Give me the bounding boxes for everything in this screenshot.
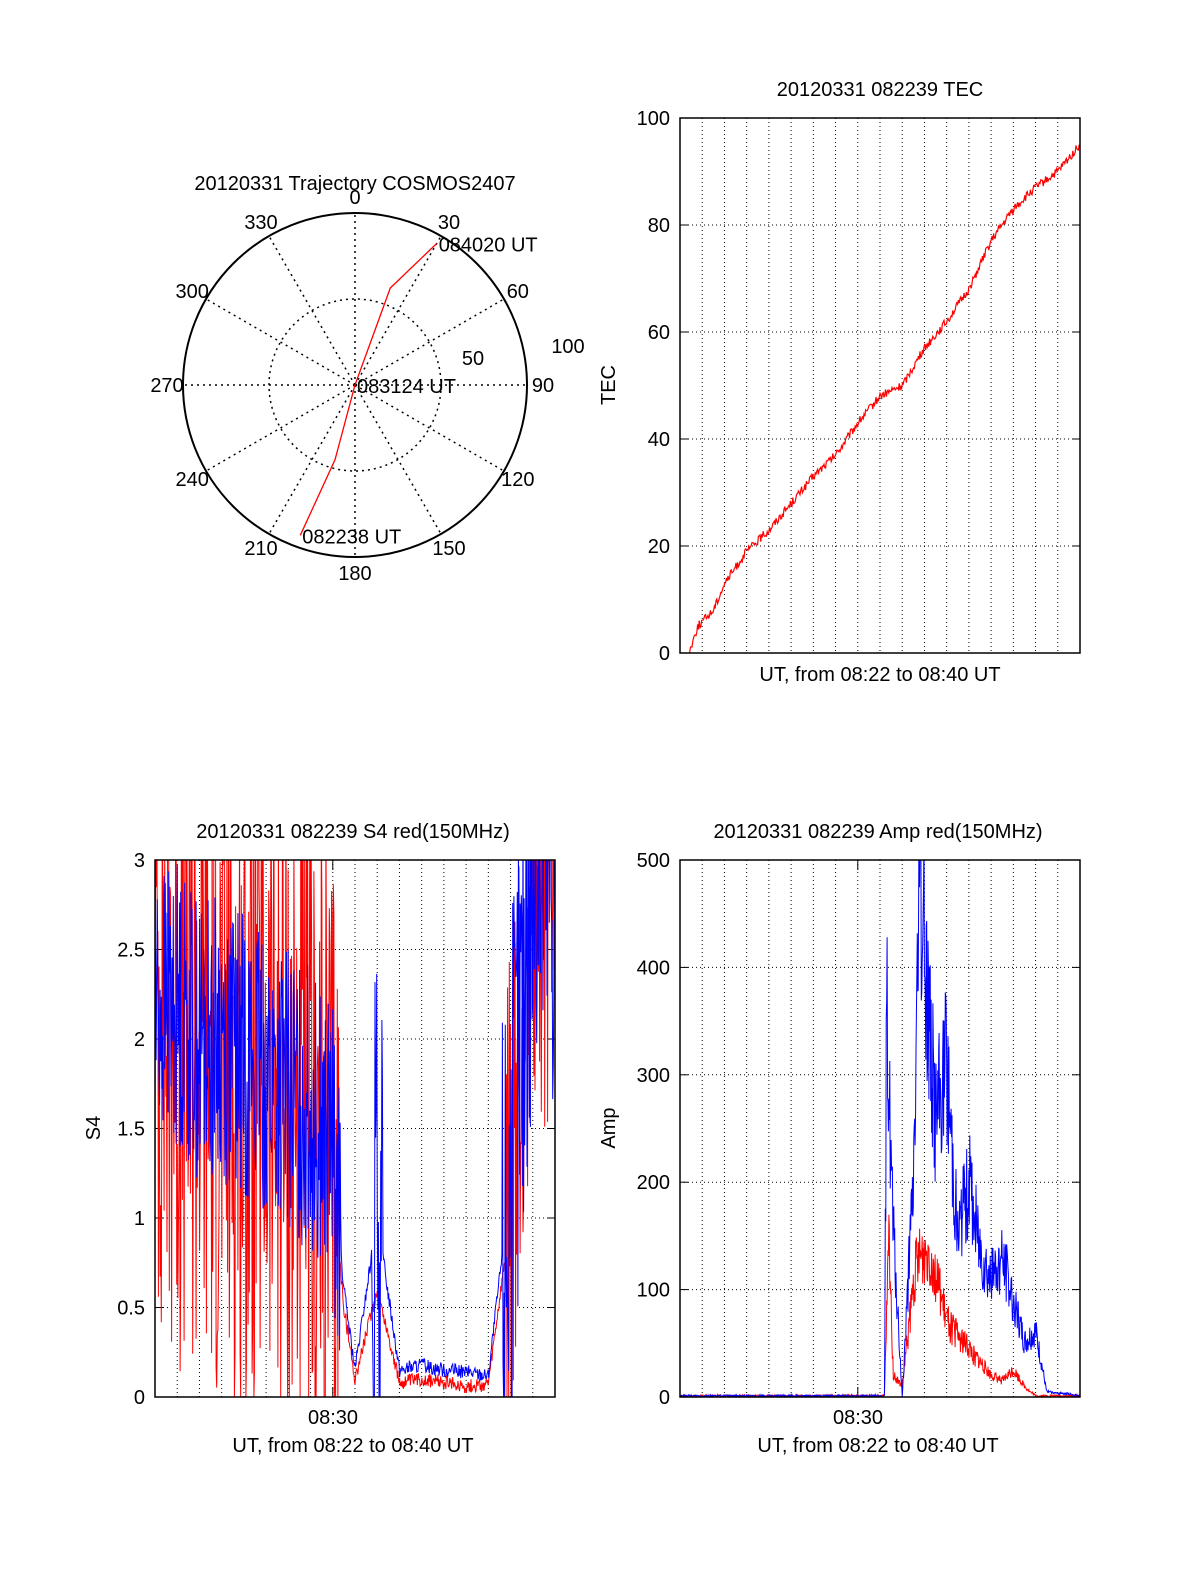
- polar-angle-label: 300: [175, 281, 208, 303]
- y-tick-label: 100: [637, 108, 670, 130]
- polar-angle-label: 30: [438, 212, 460, 234]
- s4-title: 20120331 082239 S4 red(150MHz): [196, 821, 510, 843]
- plot-frame: [679, 859, 1081, 1398]
- polar-spoke-30: [354, 235, 442, 386]
- y-tick-label: 1: [134, 1208, 145, 1230]
- y-tick-label: 0: [134, 1387, 145, 1409]
- polar-angle-label: 60: [507, 281, 529, 303]
- y-tick-label: 2: [134, 1029, 145, 1051]
- polar-spoke-120: [354, 384, 505, 472]
- polar-angle-label: 90: [532, 375, 554, 397]
- y-tick-label: 20: [648, 536, 670, 558]
- polar-spoke-60: [354, 298, 505, 386]
- trajectory-time-label: 082238 UT: [302, 526, 401, 548]
- tec-plot-area: 0 20 40 60 80 100: [637, 108, 1081, 665]
- y-tick-label: 2.5: [117, 940, 145, 962]
- y-tick-label: 300: [637, 1065, 670, 1087]
- amp-title: 20120331 082239 Amp red(150MHz): [713, 821, 1042, 843]
- series-line-red: [680, 1214, 1080, 1397]
- polar-angle-label: 120: [501, 469, 534, 491]
- s4-chart: 20120331 082239 S4 red(150MHz) 0 0.5 1 1.5 2…: [83, 821, 556, 1457]
- amp-plot-area: 0 100 200 300 400 500: [637, 850, 1081, 1409]
- trajectory-line: [299, 243, 438, 536]
- series-line-blue: [155, 860, 555, 1397]
- polar-angle-label: 270: [150, 375, 183, 397]
- y-tick-label: 60: [648, 322, 670, 344]
- amp-chart: 20120331 082239 Amp red(150MHz) 0 100 200 3…: [598, 821, 1081, 1457]
- polar-angle-label: 210: [244, 538, 277, 560]
- polar-trajectory: 084020 UT 083124 UT 082238 UT: [299, 234, 538, 548]
- polar-grid: [182, 212, 528, 558]
- plot-frame: [154, 859, 556, 1398]
- polar-chart: 20120331 Trajectory COSMOS2407 0 30 60 90 12…: [150, 173, 584, 585]
- trajectory-time-label: 083124 UT: [357, 376, 456, 398]
- trajectory-time-label: 084020 UT: [439, 234, 538, 256]
- amp-xtick: 08:30: [833, 1407, 883, 1429]
- y-tick-label: 80: [648, 215, 670, 237]
- polar-spoke-150: [354, 384, 442, 535]
- y-tick-label: 0: [659, 643, 670, 665]
- polar-radius-label: 50: [462, 348, 484, 370]
- s4-xlabel: UT, from 08:22 to 08:40 UT: [232, 1435, 473, 1457]
- y-tick-label: 1.5: [117, 1119, 145, 1141]
- polar-spoke-330: [268, 235, 356, 386]
- tec-xlabel: UT, from 08:22 to 08:40 UT: [759, 664, 1000, 686]
- polar-angle-label: 150: [432, 538, 465, 560]
- polar-outer-ring: [182, 212, 528, 558]
- tec-title: 20120331 082239 TEC: [777, 79, 983, 101]
- polar-angle-labels: 0 30 60 90 120 150 180 210 240 270 300 330 50 100: [150, 187, 584, 585]
- polar-radius-label: 100: [551, 336, 584, 358]
- series-line-blue: [680, 860, 1080, 1397]
- plot-frame: [679, 117, 1081, 654]
- amp-ylabel: Amp: [598, 1107, 620, 1148]
- y-tick-label: 0: [659, 1387, 670, 1409]
- polar-spoke-210: [268, 384, 356, 535]
- polar-spoke-300: [205, 298, 356, 386]
- y-tick-label: 40: [648, 429, 670, 451]
- tec-chart: 20120331 082239 TEC 0 20 40 60 80 100 UT, fro…: [598, 79, 1081, 686]
- polar-angle-label: 0: [349, 187, 360, 209]
- polar-angle-label: 330: [244, 212, 277, 234]
- y-tick-label: 400: [637, 957, 670, 979]
- s4-plot-area: 0 0.5 1 1.5 2 2.5 3: [117, 850, 556, 1409]
- polar-spoke-240: [205, 384, 356, 472]
- s4-ylabel: S4: [83, 1116, 105, 1140]
- series-line-TEC: [689, 144, 1080, 653]
- y-tick-label: 200: [637, 1172, 670, 1194]
- polar-angle-label: 180: [338, 563, 371, 585]
- y-tick-label: 100: [637, 1280, 670, 1302]
- tec-ylabel: TEC: [598, 365, 620, 405]
- amp-xlabel: UT, from 08:22 to 08:40 UT: [757, 1435, 998, 1457]
- series-line-red: [155, 860, 555, 1397]
- s4-xtick: 08:30: [308, 1407, 358, 1429]
- y-tick-label: 500: [637, 850, 670, 872]
- polar-title: 20120331 Trajectory COSMOS2407: [194, 173, 515, 195]
- polar-angle-label: 240: [175, 469, 208, 491]
- y-tick-label: 3: [134, 850, 145, 872]
- y-tick-label: 0.5: [117, 1298, 145, 1320]
